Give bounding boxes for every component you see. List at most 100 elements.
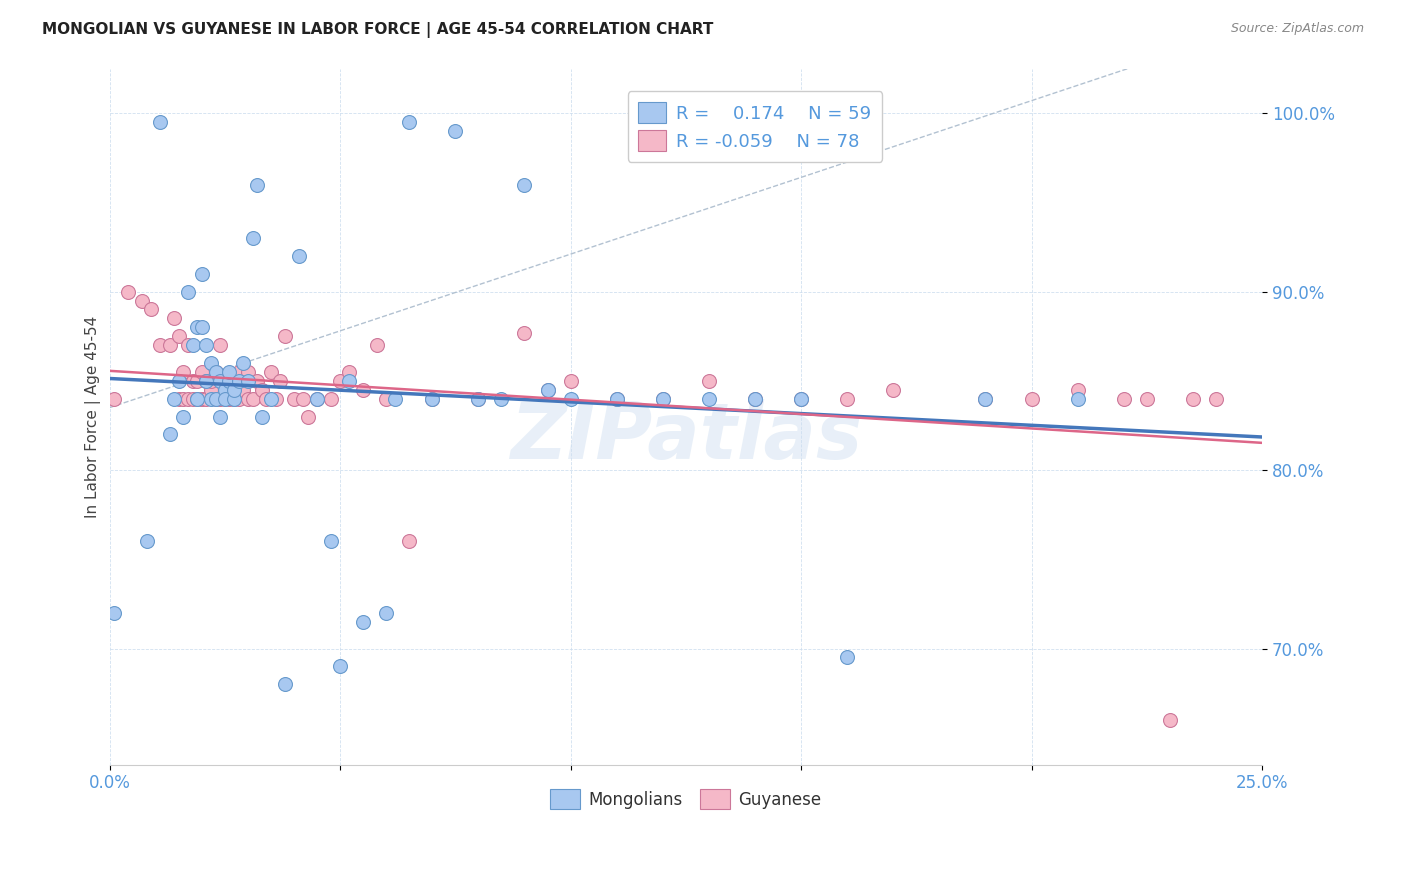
Point — [218, 374, 240, 388]
Point — [329, 659, 352, 673]
Point — [181, 338, 204, 352]
Point — [269, 374, 291, 388]
Point — [274, 329, 297, 343]
Point — [246, 374, 269, 388]
Point — [384, 392, 406, 406]
Point — [139, 302, 162, 317]
Point — [232, 356, 254, 370]
Point — [974, 392, 997, 406]
Point — [167, 392, 190, 406]
Point — [974, 392, 997, 406]
Point — [228, 374, 250, 388]
Point — [191, 365, 214, 379]
Point — [222, 392, 245, 406]
Point — [1066, 392, 1088, 406]
Point — [177, 392, 200, 406]
Point — [228, 392, 250, 406]
Point — [242, 231, 264, 245]
Point — [375, 606, 398, 620]
Point — [222, 383, 245, 397]
Point — [307, 392, 329, 406]
Point — [467, 392, 489, 406]
Point — [209, 409, 232, 424]
Point — [172, 365, 194, 379]
Point — [366, 338, 388, 352]
Point — [837, 392, 859, 406]
Point — [204, 392, 226, 406]
Point — [214, 392, 236, 406]
Point — [191, 392, 214, 406]
Point — [254, 392, 277, 406]
Point — [214, 374, 236, 388]
Point — [1159, 713, 1181, 727]
Point — [209, 374, 232, 388]
Point — [513, 178, 536, 192]
Point — [167, 374, 190, 388]
Point — [606, 392, 628, 406]
Point — [274, 677, 297, 691]
Point — [250, 383, 273, 397]
Point — [167, 329, 190, 343]
Point — [149, 338, 172, 352]
Point — [228, 365, 250, 379]
Point — [697, 392, 720, 406]
Point — [163, 311, 186, 326]
Point — [882, 383, 904, 397]
Point — [195, 338, 218, 352]
Point — [337, 365, 360, 379]
Point — [163, 392, 186, 406]
Point — [191, 392, 214, 406]
Point — [186, 374, 208, 388]
Point — [218, 365, 240, 379]
Point — [209, 392, 232, 406]
Point — [398, 534, 420, 549]
Point — [444, 124, 467, 138]
Point — [287, 249, 309, 263]
Point — [172, 409, 194, 424]
Point — [200, 392, 222, 406]
Point — [1181, 392, 1204, 406]
Point — [117, 285, 139, 299]
Point — [1066, 383, 1088, 397]
Point — [195, 392, 218, 406]
Point — [177, 285, 200, 299]
Point — [651, 392, 673, 406]
Point — [195, 374, 218, 388]
Point — [135, 534, 157, 549]
Point — [236, 365, 259, 379]
Point — [195, 374, 218, 388]
Point — [319, 534, 342, 549]
Point — [420, 392, 443, 406]
Point — [560, 374, 582, 388]
Point — [375, 392, 398, 406]
Point — [292, 392, 315, 406]
Point — [186, 392, 208, 406]
Point — [204, 392, 226, 406]
Point — [283, 392, 305, 406]
Point — [209, 338, 232, 352]
Point — [103, 606, 125, 620]
Point — [536, 383, 558, 397]
Point — [159, 338, 181, 352]
Point — [560, 392, 582, 406]
Point — [297, 409, 319, 424]
Point — [250, 409, 273, 424]
Point — [790, 392, 813, 406]
Text: MONGOLIAN VS GUYANESE IN LABOR FORCE | AGE 45-54 CORRELATION CHART: MONGOLIAN VS GUYANESE IN LABOR FORCE | A… — [42, 22, 714, 38]
Point — [352, 383, 374, 397]
Point — [651, 392, 673, 406]
Point — [204, 365, 226, 379]
Point — [337, 374, 360, 388]
Point — [837, 650, 859, 665]
Point — [200, 374, 222, 388]
Point — [260, 392, 283, 406]
Point — [398, 115, 420, 129]
Point — [236, 374, 259, 388]
Y-axis label: In Labor Force | Age 45-54: In Labor Force | Age 45-54 — [86, 316, 101, 517]
Point — [1021, 392, 1043, 406]
Point — [1112, 392, 1135, 406]
Point — [181, 374, 204, 388]
Point — [536, 383, 558, 397]
Point — [200, 356, 222, 370]
Point — [352, 615, 374, 629]
